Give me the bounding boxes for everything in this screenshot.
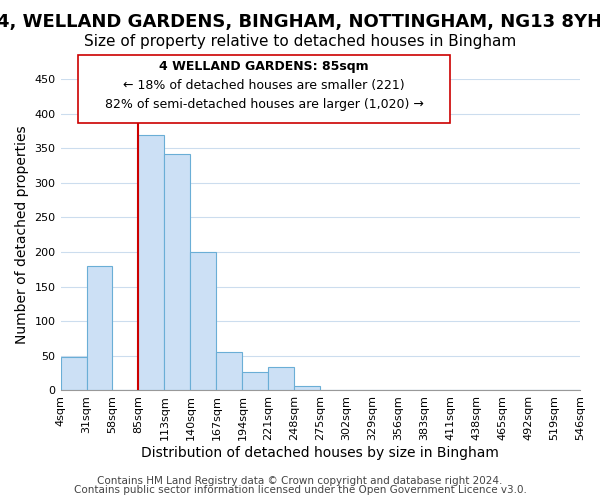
Text: ← 18% of detached houses are smaller (221): ← 18% of detached houses are smaller (22… xyxy=(123,79,405,92)
Text: 4, WELLAND GARDENS, BINGHAM, NOTTINGHAM, NG13 8YH: 4, WELLAND GARDENS, BINGHAM, NOTTINGHAM,… xyxy=(0,12,600,30)
Bar xyxy=(268,367,294,390)
Text: Size of property relative to detached houses in Bingham: Size of property relative to detached ho… xyxy=(84,34,516,49)
Bar xyxy=(164,154,190,390)
Bar xyxy=(61,356,86,390)
Bar xyxy=(86,266,112,390)
Bar xyxy=(139,135,164,390)
Text: Contains HM Land Registry data © Crown copyright and database right 2024.: Contains HM Land Registry data © Crown c… xyxy=(97,476,503,486)
Y-axis label: Number of detached properties: Number of detached properties xyxy=(15,126,29,344)
Text: 82% of semi-detached houses are larger (1,020) →: 82% of semi-detached houses are larger (… xyxy=(104,98,424,111)
Bar xyxy=(242,372,268,390)
Bar xyxy=(190,252,217,390)
Text: 4 WELLAND GARDENS: 85sqm: 4 WELLAND GARDENS: 85sqm xyxy=(159,60,369,73)
Text: Contains public sector information licensed under the Open Government Licence v3: Contains public sector information licen… xyxy=(74,485,526,495)
Bar xyxy=(294,386,320,390)
Bar xyxy=(217,352,242,391)
X-axis label: Distribution of detached houses by size in Bingham: Distribution of detached houses by size … xyxy=(142,446,499,460)
